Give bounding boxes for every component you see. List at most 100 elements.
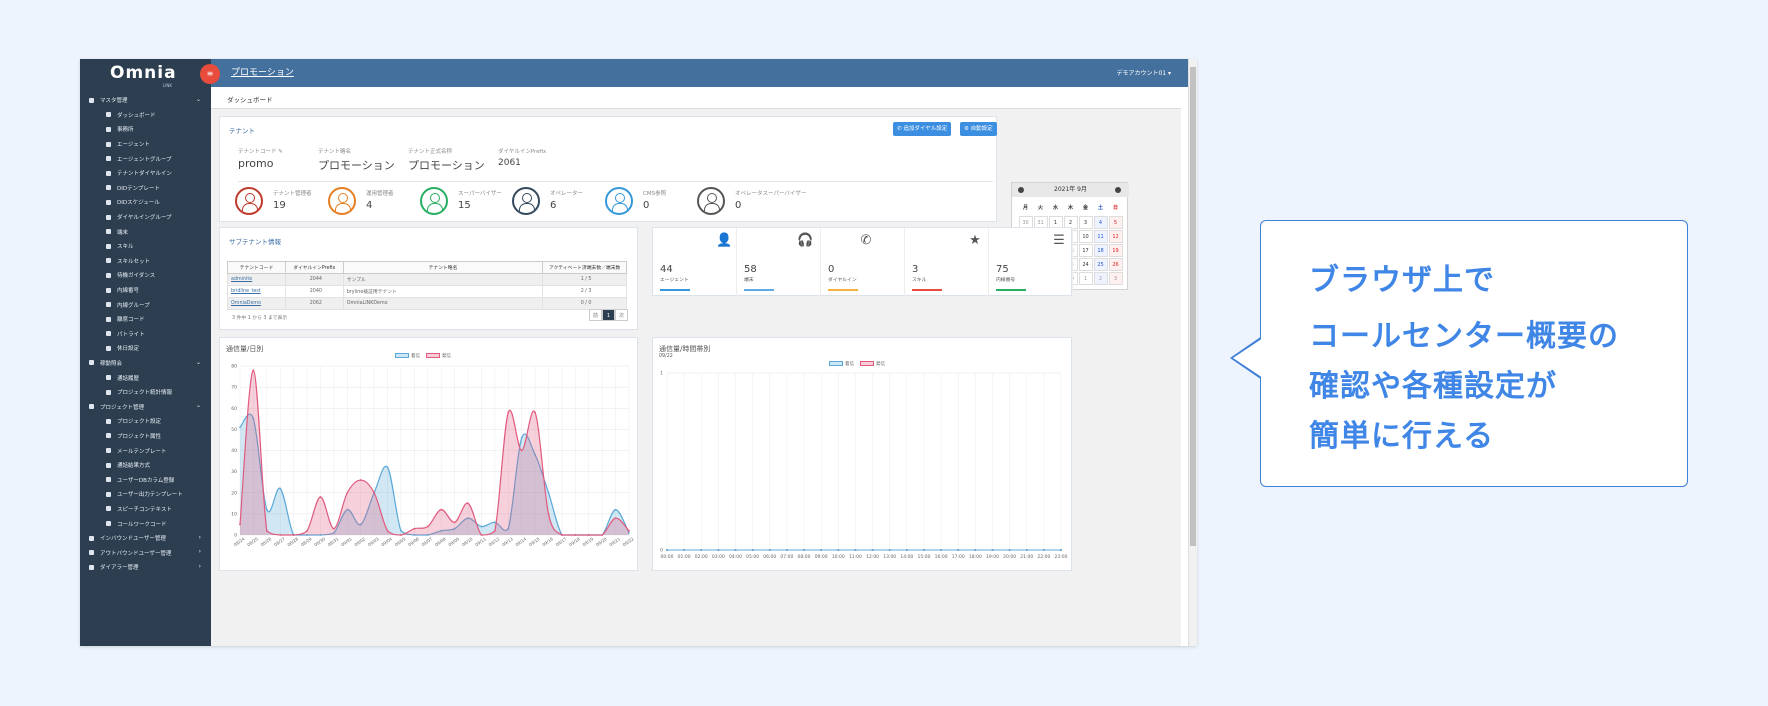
data-point[interactable] — [628, 531, 630, 534]
data-point[interactable] — [480, 534, 483, 536]
data-point[interactable] — [319, 496, 322, 498]
data-point[interactable] — [440, 529, 443, 532]
sidebar-item[interactable]: アウトバウンドユーザー管理 › — [80, 545, 211, 560]
data-point[interactable] — [1025, 549, 1028, 551]
data-point[interactable] — [854, 549, 857, 551]
menu-toggle-button[interactable]: ≡ — [200, 64, 220, 84]
data-point[interactable] — [265, 508, 268, 511]
data-point[interactable] — [292, 534, 295, 536]
data-point[interactable] — [534, 411, 537, 414]
data-point[interactable] — [520, 436, 523, 439]
data-point[interactable] — [332, 527, 335, 530]
calendar-day[interactable]: 5 — [1108, 215, 1123, 229]
data-point[interactable] — [547, 491, 550, 494]
sidebar-item[interactable]: 稼動照会 ⌄ — [80, 356, 211, 371]
sidebar-item[interactable]: プロジェクト属性 — [80, 429, 211, 444]
data-point[interactable] — [413, 534, 416, 536]
calendar-day[interactable]: 11 — [1093, 229, 1108, 243]
data-point[interactable] — [306, 534, 308, 536]
data-point[interactable] — [413, 527, 416, 530]
data-point[interactable] — [467, 502, 469, 505]
calendar-day[interactable]: 24 — [1078, 257, 1093, 271]
table-cell[interactable]: bridline_test — [227, 285, 286, 298]
data-point[interactable] — [265, 529, 268, 532]
data-point[interactable] — [803, 549, 806, 551]
data-point[interactable] — [547, 512, 550, 515]
data-point[interactable] — [319, 534, 322, 536]
pagination-button[interactable]: 1 — [602, 309, 615, 321]
scrollbar[interactable] — [1188, 59, 1197, 646]
user-menu[interactable]: デモアカウント01 ▾ — [1116, 70, 1171, 77]
data-point[interactable] — [601, 534, 604, 536]
sidebar-item[interactable]: ユーザーDBカラム登録 — [80, 472, 211, 487]
data-point[interactable] — [628, 529, 630, 532]
table-cell[interactable]: adminite — [227, 273, 286, 286]
data-point[interactable] — [426, 534, 429, 536]
sidebar-item[interactable]: スピーチコンテキスト — [80, 502, 211, 517]
table-header[interactable]: アクティベート済端末数／端末数 — [542, 261, 627, 274]
data-point[interactable] — [614, 517, 617, 519]
data-point[interactable] — [359, 479, 362, 481]
data-point[interactable] — [239, 523, 241, 526]
calendar-day[interactable]: 26 — [1108, 257, 1123, 271]
sidebar-item[interactable]: エージェントグループ — [80, 151, 211, 166]
data-point[interactable] — [957, 549, 960, 551]
sidebar-item[interactable]: エージェント — [80, 137, 211, 152]
sidebar-item[interactable]: メールテンプレート — [80, 443, 211, 458]
data-point[interactable] — [480, 525, 483, 528]
data-point[interactable] — [905, 549, 908, 551]
data-point[interactable] — [1008, 549, 1011, 551]
data-point[interactable] — [453, 527, 456, 530]
sidebar-item[interactable]: パトライト — [80, 327, 211, 342]
sidebar-item[interactable]: 通話履歴 — [80, 370, 211, 385]
data-point[interactable] — [493, 529, 496, 532]
table-header[interactable]: ダイヤルインPrefix — [284, 261, 344, 274]
data-point[interactable] — [493, 521, 496, 524]
page-title[interactable]: プロモーション — [231, 68, 294, 78]
sidebar-item[interactable]: ダッシュボード — [80, 108, 211, 123]
sidebar-item[interactable]: 内線グループ — [80, 297, 211, 312]
data-point[interactable] — [252, 417, 255, 420]
data-point[interactable] — [534, 453, 537, 456]
calendar-day[interactable]: 3 — [1078, 215, 1093, 229]
data-point[interactable] — [1042, 549, 1045, 551]
data-point[interactable] — [467, 517, 469, 519]
data-point[interactable] — [768, 549, 771, 551]
sidebar-item[interactable]: 通話結果方式 — [80, 458, 211, 473]
calendar-day[interactable]: 19 — [1108, 243, 1123, 257]
data-point[interactable] — [574, 534, 577, 536]
data-point[interactable] — [279, 534, 282, 536]
sidebar-item[interactable]: 事務所 — [80, 122, 211, 137]
calendar-day[interactable]: 18 — [1093, 243, 1108, 257]
data-point[interactable] — [888, 549, 891, 551]
data-point[interactable] — [837, 549, 840, 551]
data-point[interactable] — [614, 508, 617, 511]
sidebar-item[interactable]: ダイヤルイングループ — [80, 210, 211, 225]
sidebar-item[interactable]: プロジェクト設定 — [80, 414, 211, 429]
data-point[interactable] — [922, 549, 925, 551]
sidebar-item[interactable]: インバウンドユーザー管理 › — [80, 531, 211, 546]
data-point[interactable] — [785, 549, 788, 551]
sidebar-item[interactable]: 内線番号 — [80, 283, 211, 298]
calendar-day[interactable]: 2 — [1093, 271, 1108, 285]
calendar-day[interactable]: 25 — [1093, 257, 1108, 271]
data-point[interactable] — [940, 549, 943, 551]
data-point[interactable] — [279, 487, 282, 490]
sidebar-item[interactable]: プロジェクト管理 ⌄ — [80, 399, 211, 414]
auto-setting-button[interactable]: ⚙ 自動設定 — [960, 122, 997, 136]
calendar-prev-icon[interactable] — [1018, 187, 1024, 193]
sidebar-item[interactable]: DIDスケジュール — [80, 195, 211, 210]
calendar-day[interactable]: 10 — [1078, 229, 1093, 243]
data-point[interactable] — [386, 529, 389, 532]
data-point[interactable] — [386, 466, 389, 469]
data-point[interactable] — [359, 523, 362, 526]
data-point[interactable] — [700, 549, 703, 551]
table-header[interactable]: テナント略名 — [342, 261, 544, 274]
data-point[interactable] — [991, 549, 994, 551]
data-point[interactable] — [587, 534, 590, 536]
sidebar-item[interactable]: DIDテンプレート — [80, 181, 211, 196]
data-point[interactable] — [332, 531, 335, 534]
data-point[interactable] — [734, 549, 737, 551]
sidebar-item[interactable]: 端末 — [80, 224, 211, 239]
data-point[interactable] — [306, 529, 308, 532]
